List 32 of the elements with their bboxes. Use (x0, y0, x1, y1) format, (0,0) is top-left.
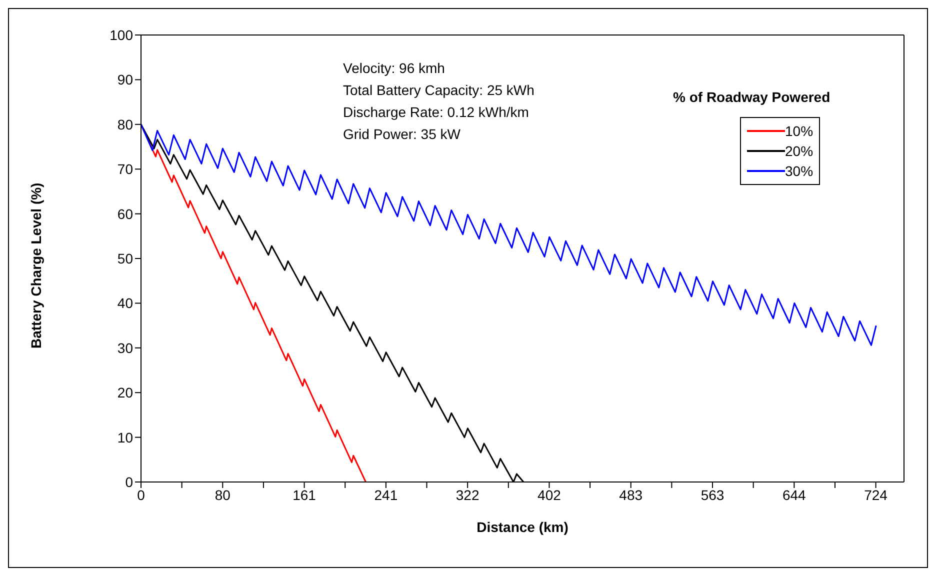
y-tick-label: 20 (117, 384, 134, 401)
x-tick-label: 402 (538, 486, 562, 503)
annotation: Total Battery Capacity: 25 kWh (343, 81, 534, 100)
line-series (141, 124, 877, 346)
x-tick-label: 563 (700, 486, 724, 503)
x-tick-label: 483 (619, 486, 643, 503)
y-tick-label: 50 (117, 250, 134, 266)
legend-label: 30% (785, 162, 814, 181)
legend-title: % of Roadway Powered (673, 89, 830, 105)
y-tick-label: 10 (117, 429, 134, 446)
y-tick-label: 100 (110, 26, 134, 43)
x-tick-label: 644 (782, 486, 806, 503)
y-tick-label: 90 (117, 72, 134, 88)
y-tick-label: 80 (117, 116, 134, 132)
x-tick-label: 724 (864, 486, 888, 503)
x-tick-label: 322 (456, 486, 480, 503)
legend-label: 20% (785, 142, 814, 161)
annotation: Grid Power: 35 kW (343, 125, 462, 144)
annotation: Discharge Rate: 0.12 kWh/km (343, 103, 530, 122)
y-tick-label: 40 (117, 295, 134, 312)
x-tick-label: 0 (137, 486, 146, 503)
legend-label: 10% (785, 122, 814, 141)
x-tick-label: 241 (374, 486, 398, 503)
x-tick-label: 161 (292, 486, 316, 503)
y-tick-label: 30 (117, 340, 134, 356)
x-axis-title: Distance (km) (476, 519, 568, 535)
y-tick-label: 60 (117, 206, 134, 222)
y-axis-title: Battery Charge Level (%) (28, 182, 44, 348)
y-tick-label: 0 (125, 474, 134, 490)
annotation: Velocity: 96 kmh (343, 59, 446, 78)
x-tick-label: 80 (214, 486, 231, 503)
y-tick-label: 70 (117, 161, 134, 178)
